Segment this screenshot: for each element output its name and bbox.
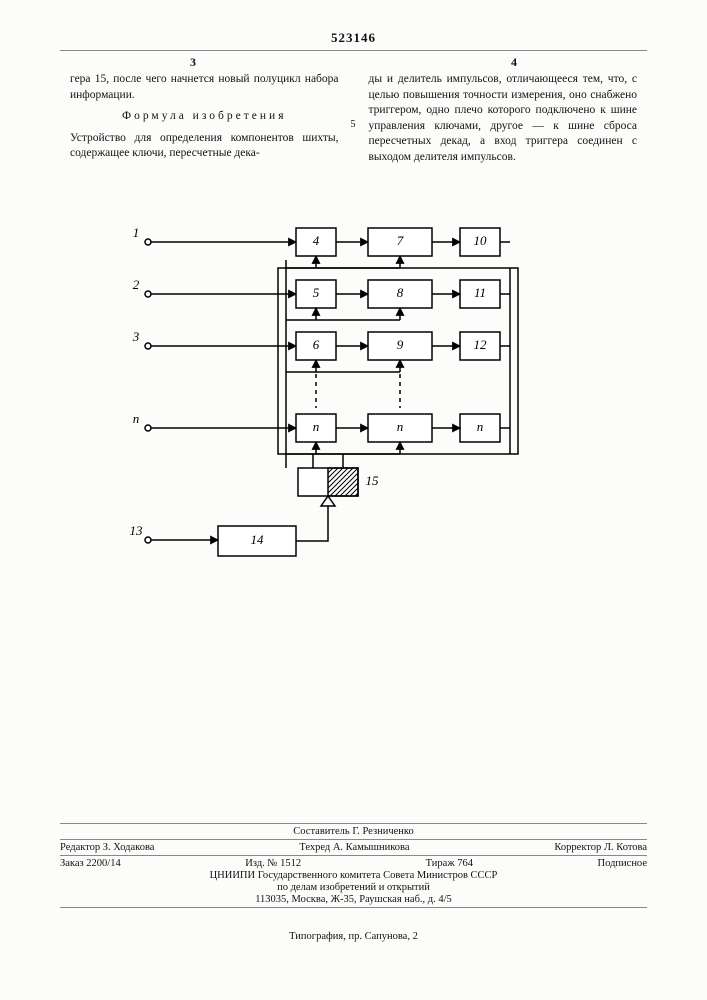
svg-text:5: 5 bbox=[313, 285, 320, 300]
imprint-block: Составитель Г. Резниченко Редактор З. Хо… bbox=[60, 821, 647, 910]
print-run: Тираж 764 bbox=[426, 858, 473, 869]
page-number-left: 3 bbox=[190, 55, 196, 70]
svg-text:12: 12 bbox=[474, 337, 488, 352]
svg-text:8: 8 bbox=[397, 285, 404, 300]
order-number: Заказ 2200/14 bbox=[60, 858, 121, 869]
svg-text:1: 1 bbox=[133, 225, 140, 240]
right-column: 5 ды и делитель импульсов, отличающееся … bbox=[369, 72, 638, 165]
svg-text:13: 13 bbox=[130, 523, 144, 538]
svg-text:11: 11 bbox=[474, 285, 486, 300]
block-diagram: 471058116912nnn123n151413 bbox=[118, 218, 578, 598]
svg-text:n: n bbox=[397, 419, 404, 434]
edition-number: Изд. № 1512 bbox=[245, 858, 301, 869]
org-line-2: по делам изобретений и открытий bbox=[60, 882, 647, 893]
svg-text:n: n bbox=[477, 419, 484, 434]
line-number-mark: 5 bbox=[351, 118, 356, 132]
svg-text:6: 6 bbox=[313, 337, 320, 352]
subscribe: Подписное bbox=[598, 858, 647, 869]
page-number-right: 4 bbox=[511, 55, 517, 70]
svg-text:7: 7 bbox=[397, 233, 404, 248]
formula-continuation: ды и делитель импульсов, отличающееся те… bbox=[369, 72, 638, 165]
divider bbox=[60, 50, 647, 51]
formula-header: Формула изобретения bbox=[70, 109, 339, 125]
svg-text:10: 10 bbox=[474, 233, 488, 248]
svg-text:2: 2 bbox=[133, 277, 140, 292]
left-column: гера 15, после чего начнется новый полуц… bbox=[70, 72, 339, 165]
formula-start: Устройство для определения компонентов ш… bbox=[70, 131, 339, 162]
org-line-3: 113035, Москва, Ж-35, Раушская наб., д. … bbox=[60, 894, 647, 905]
svg-text:14: 14 bbox=[251, 532, 265, 547]
org-line-1: ЦНИИПИ Государственного комитета Совета … bbox=[60, 870, 647, 881]
editor: Редактор З. Ходакова bbox=[60, 842, 154, 853]
svg-text:3: 3 bbox=[132, 329, 140, 344]
corrector: Корректор Л. Котова bbox=[554, 842, 647, 853]
svg-text:4: 4 bbox=[313, 233, 320, 248]
printer-line: Типография, пр. Сапунова, 2 bbox=[0, 931, 707, 942]
svg-text:15: 15 bbox=[366, 473, 380, 488]
svg-text:9: 9 bbox=[397, 337, 404, 352]
tech-editor: Техред А. Камышникова bbox=[299, 842, 409, 853]
compiler-line: Составитель Г. Резниченко bbox=[60, 826, 647, 837]
svg-text:n: n bbox=[313, 419, 320, 434]
two-column-text: гера 15, после чего начнется новый полуц… bbox=[70, 72, 637, 165]
continuation-paragraph: гера 15, после чего начнется новый полуц… bbox=[70, 72, 339, 103]
patent-number: 523146 bbox=[0, 30, 707, 46]
svg-text:n: n bbox=[133, 411, 140, 426]
